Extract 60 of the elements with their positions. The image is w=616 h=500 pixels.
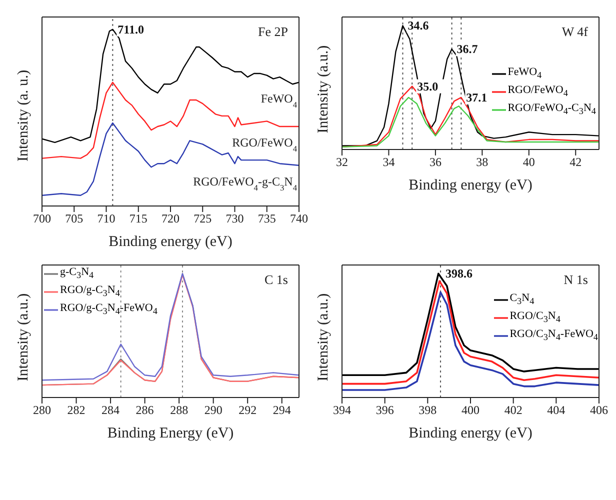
legend-label: FeWO$_{4}$ bbox=[508, 66, 542, 82]
series-label: RGO/FeWO$_{4}$ bbox=[232, 136, 298, 154]
x-tick-label: 290 bbox=[204, 402, 222, 417]
y-axis-title: Intensity (a.u.) bbox=[15, 293, 32, 382]
series-label: RGO/FeWO$_{4}$-g-C$_{3}$N$_{4}$ bbox=[193, 174, 298, 192]
x-tick-label: 715 bbox=[129, 212, 148, 226]
legend-label: g-C$_{3}$N$_{4}$ bbox=[60, 266, 94, 282]
x-tick-label: 394 bbox=[333, 402, 351, 417]
x-tick-label: 705 bbox=[65, 212, 84, 226]
legend-label: RGO/FeWO$_{4}$ bbox=[508, 84, 568, 100]
x-tick-label: 700 bbox=[33, 212, 51, 226]
chart-title: N 1s bbox=[564, 272, 588, 288]
y-axis-title: Intensity (a. u.) bbox=[15, 70, 32, 162]
x-tick-label: 34 bbox=[382, 154, 395, 169]
chart-title: W 4f bbox=[562, 24, 588, 40]
x-tick-label: 400 bbox=[462, 402, 480, 417]
legend-label: RGO/g-C$_{3}$N$_{4}$-FeWO$_{4}$ bbox=[60, 302, 158, 319]
x-tick-label: 286 bbox=[136, 402, 154, 417]
annotation: 36.7 bbox=[456, 42, 478, 56]
x-tick-label: 36 bbox=[429, 154, 442, 169]
x-tick-label: 720 bbox=[162, 212, 180, 226]
series-label: FeWO$_{4}$ bbox=[260, 91, 298, 109]
legend-label: RGO/FeWO$_{4}$-C$_{3}$N$_{4}$ bbox=[508, 102, 596, 119]
x-tick-label: 398 bbox=[418, 402, 437, 417]
x-tick-label: 404 bbox=[547, 402, 566, 417]
x-tick-label: 292 bbox=[238, 402, 257, 417]
x-tick-label: 40 bbox=[522, 154, 535, 169]
legend-label: RGO/C$_{3}$N$_{4}$-FeWO$_{4}$ bbox=[510, 328, 598, 345]
annotation: 37.1 bbox=[466, 90, 488, 104]
legend-label: RGO/g-C$_{3}$N$_{4}$ bbox=[60, 284, 120, 300]
annotation: 711.0 bbox=[118, 22, 144, 36]
x-axis-title: Binding energy (eV) bbox=[408, 177, 532, 194]
legend-label: RGO/C$_{3}$N$_{4}$ bbox=[510, 310, 560, 326]
chart-title: Fe 2P bbox=[258, 24, 288, 40]
x-tick-label: 284 bbox=[102, 402, 120, 417]
x-tick-label: 282 bbox=[67, 402, 86, 417]
x-tick-label: 725 bbox=[194, 212, 212, 226]
x-tick-label: 710 bbox=[97, 212, 116, 226]
x-tick-label: 280 bbox=[33, 402, 51, 417]
x-tick-label: 288 bbox=[170, 402, 188, 417]
legend-label: C$_{3}$N$_{4}$ bbox=[510, 292, 534, 308]
x-axis-title: Binding energy (eV) bbox=[408, 425, 532, 442]
y-axis-title: Intensity (a.u.) bbox=[315, 45, 332, 134]
chart-title: C 1s bbox=[264, 272, 288, 288]
x-tick-label: 294 bbox=[272, 402, 291, 417]
annotation: 398.6 bbox=[446, 266, 473, 281]
x-tick-label: 396 bbox=[376, 402, 394, 417]
x-tick-label: 735 bbox=[258, 212, 276, 226]
x-axis-title: Binding Energy (eV) bbox=[107, 425, 234, 442]
annotation: 35.0 bbox=[417, 79, 438, 94]
y-axis-title: Intensity (a.u.) bbox=[315, 293, 332, 382]
x-tick-label: 406 bbox=[590, 402, 608, 417]
x-tick-label: 38 bbox=[476, 154, 488, 169]
x-tick-label: 402 bbox=[504, 402, 522, 417]
x-tick-label: 42 bbox=[570, 154, 582, 169]
x-axis-title: Binding energy (eV) bbox=[108, 234, 232, 250]
x-tick-label: 730 bbox=[226, 212, 244, 226]
x-tick-label: 740 bbox=[290, 212, 308, 226]
x-tick-label: 32 bbox=[336, 154, 348, 169]
annotation: 34.6 bbox=[408, 18, 429, 33]
